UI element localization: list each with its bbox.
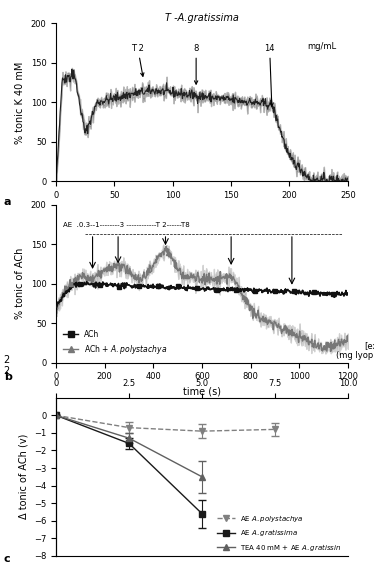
Text: T 2: T 2 xyxy=(131,44,144,76)
Legend: AE $A.polystachya$, AE $A.gratissima$, TEA 40 mM + AE $A.gratissin$: AE $A.polystachya$, AE $A.gratissima$, T… xyxy=(214,510,344,555)
Text: c: c xyxy=(4,553,10,563)
Y-axis label: % tonic K 40 mM: % tonic K 40 mM xyxy=(15,61,25,143)
Text: 2: 2 xyxy=(4,355,10,364)
X-axis label: [extract]
(mg lyoph./mL): [extract] (mg lyoph./mL) xyxy=(336,341,374,360)
Legend: ACh, ACh + $A. polystachya$: ACh, ACh + $A. polystachya$ xyxy=(60,327,171,359)
Text: AE  .0.3--1--------3 ------------T 2------T8: AE .0.3--1--------3 ------------T 2-----… xyxy=(63,222,190,228)
Text: 2: 2 xyxy=(4,366,10,376)
Text: b: b xyxy=(4,372,12,382)
Text: mg/mL: mg/mL xyxy=(307,42,336,51)
X-axis label: time (s): time (s) xyxy=(183,387,221,397)
Text: 8: 8 xyxy=(193,44,199,84)
Title: T -A.gratissima: T -A.gratissima xyxy=(165,13,239,23)
Y-axis label: Δ tonic of ACh (v): Δ tonic of ACh (v) xyxy=(18,434,28,519)
Text: a: a xyxy=(4,197,11,207)
X-axis label: time (s): time (s) xyxy=(183,206,221,216)
Y-axis label: % tonic of ACh: % tonic of ACh xyxy=(15,248,25,319)
Text: 14: 14 xyxy=(264,44,275,106)
